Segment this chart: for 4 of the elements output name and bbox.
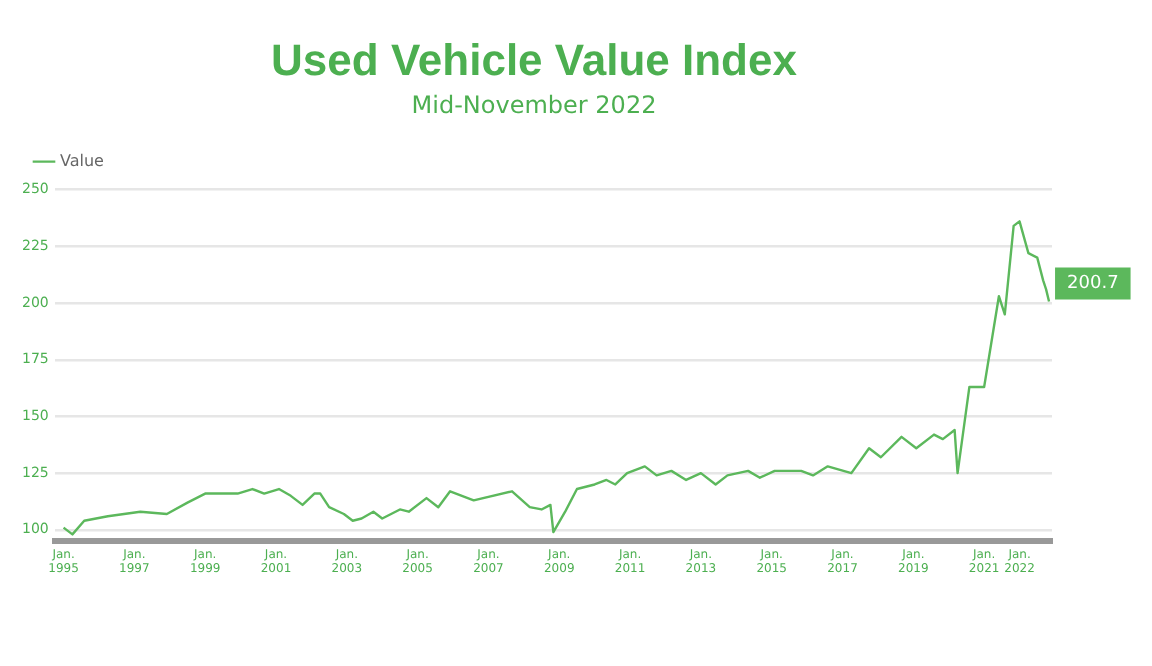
data-label: 200.7	[1067, 274, 1119, 295]
legend-label: Value	[60, 151, 105, 170]
chart-subtitle: Mid-November 2022	[411, 91, 657, 120]
chart-title: Used Vehicle Value Index	[271, 34, 799, 85]
